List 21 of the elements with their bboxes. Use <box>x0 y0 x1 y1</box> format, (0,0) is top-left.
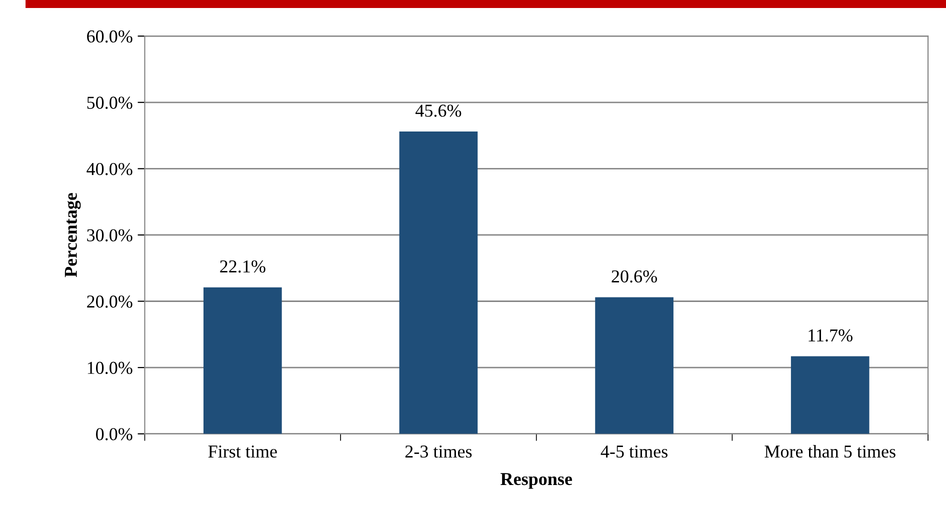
bar <box>399 132 478 434</box>
x-axis-title: Response <box>500 473 572 489</box>
y-tick-label: 40.0% <box>86 162 132 176</box>
data-label: 11.7% <box>808 329 852 342</box>
x-tick-label: More than 5 times <box>764 444 896 458</box>
data-label: 45.6% <box>416 104 462 117</box>
y-axis-title: Percentage <box>64 192 81 278</box>
bar <box>203 287 282 434</box>
y-tick-label: 0.0% <box>96 428 132 440</box>
y-tick-label: 50.0% <box>87 96 132 109</box>
y-tick-label: 30.0% <box>87 229 132 242</box>
data-label: 22.1% <box>220 260 266 273</box>
x-tick-label: 4-5 times <box>600 446 668 458</box>
y-tick-label: 10.0% <box>88 362 132 374</box>
y-tick-label: 60.0% <box>87 30 132 43</box>
x-tick-label: First time <box>208 446 277 458</box>
x-tick-label: 2-3 times <box>405 446 472 458</box>
bar <box>595 297 674 434</box>
bar <box>790 356 870 434</box>
y-tick-label: 20.0% <box>87 296 132 308</box>
data-label: 20.6% <box>612 270 657 283</box>
